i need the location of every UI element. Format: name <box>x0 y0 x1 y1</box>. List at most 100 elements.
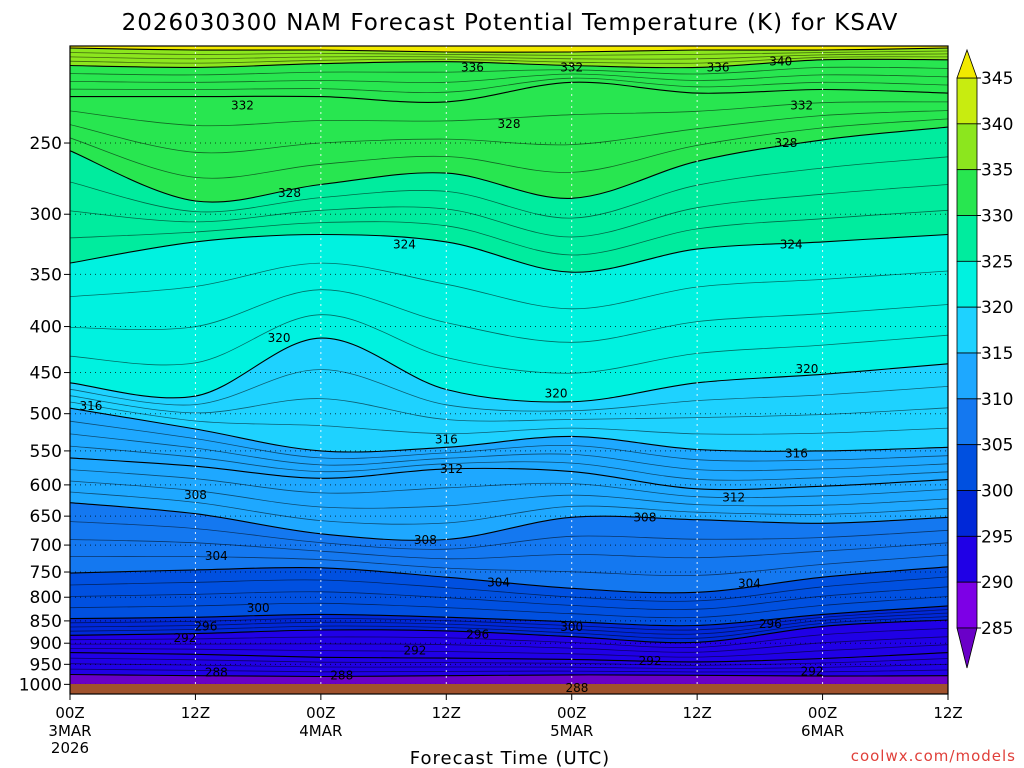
y-tick-label: 850 <box>30 612 62 632</box>
contour-label: 336 <box>707 60 730 74</box>
colorbar-segment <box>956 123 978 171</box>
contour-label: 316 <box>435 432 458 446</box>
minor-contour-line <box>70 262 948 310</box>
minor-contour-line <box>70 521 948 550</box>
x-tick-label: 12Z <box>682 704 711 722</box>
y-tick-label: 250 <box>30 134 62 154</box>
x-tick-label: 12Z <box>181 704 210 722</box>
minor-contour-line <box>70 576 948 602</box>
ground-strip <box>70 684 948 694</box>
colorbar-segment <box>956 215 978 262</box>
contour-line-328 <box>70 126 948 203</box>
x-tick-label: 00Z <box>557 704 586 722</box>
x-tick-sublabel: 2026 <box>51 739 89 757</box>
contour-label: 288 <box>565 681 588 695</box>
colorbar-segment <box>956 77 978 125</box>
contour-label: 320 <box>795 362 818 376</box>
contour-label: 304 <box>487 575 510 589</box>
y-tick-label: 400 <box>30 318 62 338</box>
contour-line-288 <box>70 673 948 678</box>
colorbar-label: 325 <box>981 252 1013 272</box>
contour-label: 332 <box>560 60 583 74</box>
colorbar-segment <box>956 581 978 629</box>
y-tick-label: 450 <box>30 364 62 384</box>
y-tick-label: 900 <box>30 634 62 654</box>
colorbar-label: 340 <box>981 115 1013 135</box>
contour-label: 336 <box>461 60 484 74</box>
minor-contour-line <box>70 663 948 670</box>
contour-label: 292 <box>639 654 662 668</box>
colorbar-segment <box>956 352 978 400</box>
contour-label: 328 <box>278 186 301 200</box>
minor-contour-line <box>70 554 948 577</box>
minor-contour-line <box>70 156 948 219</box>
contour-label: 296 <box>759 617 782 631</box>
colorbar-label: 305 <box>981 436 1013 456</box>
colorbar: 345 340 335 330 325 320 315 310 305 300 295 290 285 <box>956 48 1013 669</box>
contour-label: 324 <box>393 237 416 251</box>
minor-contour-line <box>70 101 948 127</box>
contour-label: 300 <box>560 620 583 634</box>
minor-contour-line <box>70 586 948 611</box>
contour-label: 304 <box>205 549 228 563</box>
x-tick-label: 12Z <box>933 704 962 722</box>
contour-label: 340 <box>769 55 792 69</box>
y-tick-label: 800 <box>30 588 62 608</box>
chart-title: 2026030300 NAM Forecast Potential Temper… <box>122 10 899 36</box>
contour-line-304 <box>70 566 948 594</box>
colorbar-label: 320 <box>981 298 1013 318</box>
minor-contour-line <box>70 184 948 238</box>
minor-contour-line <box>70 118 948 179</box>
contour-line-336 <box>70 58 948 69</box>
colorbar-label: 330 <box>981 207 1013 227</box>
minor-contour-line <box>70 395 948 422</box>
colorbar-label: 335 <box>981 161 1013 181</box>
contour-label: 328 <box>498 117 521 131</box>
contour-label: 332 <box>790 98 813 112</box>
minor-contour-line <box>70 110 948 154</box>
contour-label: 304 <box>738 576 761 590</box>
minor-contour-line <box>70 612 948 635</box>
colorbar-segment <box>956 444 978 491</box>
y-tick-label: 600 <box>30 476 62 496</box>
y-tick-label: 500 <box>30 405 62 425</box>
contour-label: 320 <box>268 331 291 345</box>
minor-contour-line <box>70 628 948 648</box>
x-tick-sublabel: 6MAR <box>801 722 844 740</box>
contour-line-312 <box>70 457 948 491</box>
colorbar-label: 315 <box>981 344 1013 364</box>
minor-contour-line <box>70 596 948 619</box>
credit-text: coolwx.com/models <box>851 747 1016 765</box>
y-tick-label: 700 <box>30 536 62 556</box>
x-axis-title: Forecast Time (UTC) <box>410 748 610 768</box>
y-tick-label: 300 <box>30 205 62 225</box>
minor-contour-line <box>70 401 948 435</box>
contour-label: 296 <box>194 619 217 633</box>
y-tick-label: 650 <box>30 507 62 527</box>
colorbar-extend-top <box>956 48 978 79</box>
contour-line-340 <box>70 47 948 53</box>
colorbar-label: 285 <box>981 619 1013 639</box>
y-axis: 2503003504004505005506006507007508008509… <box>19 134 70 695</box>
contour-line-308 <box>70 502 948 541</box>
contour-label: 308 <box>414 533 437 547</box>
contour-label: 308 <box>633 510 656 524</box>
minor-contour-line <box>70 616 948 639</box>
minor-contour-line <box>70 209 948 256</box>
minor-contour-line <box>70 53 948 60</box>
contour-label: 288 <box>205 665 228 679</box>
minor-contour-line <box>70 314 948 374</box>
contour-label: 288 <box>330 669 353 683</box>
colorbar-segment <box>956 306 978 354</box>
colorbar-label: 310 <box>981 390 1013 410</box>
colorbar-segment <box>956 260 978 308</box>
colorbar-label: 290 <box>981 573 1013 593</box>
colorbar-segment <box>956 398 978 446</box>
contour-label: 320 <box>545 387 568 401</box>
contour-label: 328 <box>775 136 798 150</box>
contour-line-296 <box>70 619 948 644</box>
contour-line-292 <box>70 652 948 663</box>
y-tick-label: 350 <box>30 265 62 285</box>
